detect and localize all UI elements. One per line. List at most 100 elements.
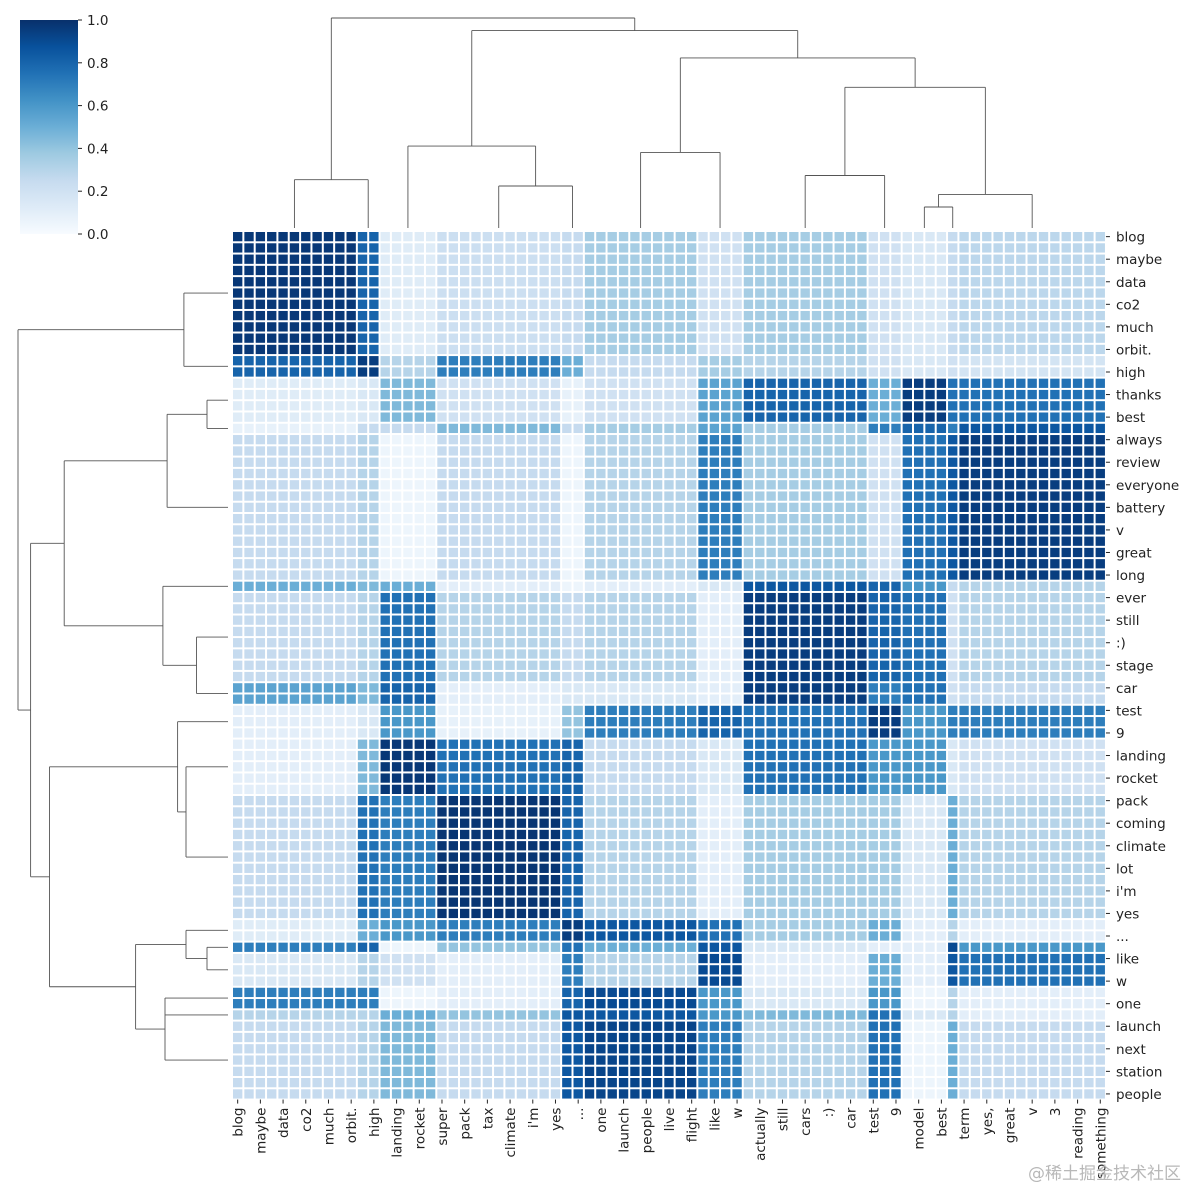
heatmap-cell bbox=[437, 908, 447, 919]
heatmap-cell bbox=[1095, 626, 1105, 637]
heatmap-cell bbox=[959, 310, 969, 321]
heatmap-cell bbox=[721, 232, 731, 242]
heatmap-cell bbox=[902, 660, 912, 670]
heatmap-cell bbox=[550, 333, 561, 343]
heatmap-cell bbox=[233, 920, 243, 930]
heatmap-cell bbox=[1027, 897, 1037, 907]
heatmap-cell bbox=[323, 908, 334, 919]
heatmap-cell bbox=[652, 626, 663, 637]
heatmap-cell bbox=[403, 886, 413, 896]
heatmap-cell bbox=[1038, 818, 1049, 828]
heatmap-cell bbox=[346, 852, 356, 862]
heatmap-cell bbox=[800, 796, 810, 806]
heatmap-cell bbox=[573, 491, 583, 501]
heatmap-cell bbox=[1050, 739, 1060, 749]
heatmap-cell bbox=[709, 592, 720, 603]
heatmap-cell bbox=[369, 344, 379, 355]
heatmap-cell bbox=[743, 581, 754, 591]
heatmap-cell bbox=[1061, 796, 1071, 806]
heatmap-cell bbox=[255, 920, 266, 930]
heatmap-cell bbox=[709, 931, 720, 941]
heatmap-cell bbox=[278, 525, 288, 535]
heatmap-cell bbox=[550, 818, 561, 828]
heatmap-cell bbox=[823, 265, 833, 276]
heatmap-cell bbox=[471, 344, 481, 355]
heatmap-cell bbox=[528, 401, 538, 411]
heatmap-cell bbox=[369, 559, 379, 569]
heatmap-cell bbox=[1061, 344, 1071, 355]
heatmap-cell bbox=[698, 446, 708, 456]
heatmap-cell bbox=[868, 863, 878, 873]
heatmap-cell bbox=[902, 705, 912, 716]
heatmap-cell bbox=[641, 468, 651, 479]
heatmap-cell bbox=[255, 547, 266, 558]
heatmap-cell bbox=[607, 852, 617, 862]
heatmap-cell bbox=[335, 468, 345, 479]
heatmap-cell bbox=[414, 762, 424, 772]
heatmap-cell bbox=[800, 604, 810, 614]
heatmap-cell bbox=[482, 389, 493, 400]
heatmap-cell bbox=[789, 920, 799, 930]
heatmap-cell bbox=[925, 660, 935, 670]
heatmap-cell bbox=[562, 367, 572, 377]
heatmap-cell bbox=[766, 254, 776, 264]
heatmap-cell bbox=[233, 852, 243, 862]
heatmap-cell bbox=[891, 717, 901, 727]
heatmap-cell bbox=[403, 694, 413, 704]
heatmap-cell bbox=[914, 807, 924, 817]
heatmap-cell bbox=[823, 694, 833, 704]
heatmap-cell bbox=[539, 525, 549, 535]
heatmap-cell bbox=[766, 592, 776, 603]
heatmap-cell bbox=[1084, 920, 1094, 930]
heatmap-cell bbox=[346, 356, 356, 366]
heatmap-cell bbox=[380, 874, 390, 885]
heatmap-cell bbox=[993, 660, 1003, 670]
heatmap-cell bbox=[403, 378, 413, 388]
heatmap-cell bbox=[516, 333, 527, 343]
heatmap-cell bbox=[494, 739, 504, 749]
heatmap-cell bbox=[391, 626, 402, 637]
heatmap-cell bbox=[743, 717, 754, 727]
heatmap-cell bbox=[902, 784, 912, 794]
heatmap-cell bbox=[811, 942, 822, 952]
heatmap-cell bbox=[936, 299, 947, 309]
heatmap-cell bbox=[505, 536, 515, 546]
heatmap-cell bbox=[1084, 581, 1094, 591]
heatmap-cell bbox=[482, 277, 493, 287]
heatmap-cell bbox=[652, 536, 663, 546]
heatmap-cell bbox=[732, 841, 742, 851]
heatmap-cell bbox=[709, 243, 720, 253]
heatmap-cell bbox=[675, 852, 685, 862]
heatmap-cell bbox=[346, 705, 356, 716]
heatmap-cell bbox=[959, 852, 969, 862]
heatmap-cell bbox=[494, 299, 504, 309]
heatmap-cell bbox=[278, 322, 288, 332]
heatmap-cell bbox=[346, 863, 356, 873]
heatmap-cell bbox=[323, 717, 334, 727]
heatmap-cell bbox=[845, 660, 856, 670]
heatmap-cell bbox=[380, 717, 390, 727]
heatmap-cell bbox=[380, 468, 390, 479]
heatmap-cell bbox=[1050, 705, 1060, 716]
heatmap-cell bbox=[1072, 852, 1083, 862]
heatmap-cell bbox=[743, 942, 754, 952]
heatmap-cell bbox=[664, 412, 674, 422]
heatmap-cell bbox=[959, 344, 969, 355]
heatmap-cell bbox=[925, 750, 935, 761]
heatmap-cell bbox=[482, 739, 493, 749]
heatmap-cell bbox=[709, 886, 720, 896]
heatmap-cell bbox=[357, 547, 368, 558]
heatmap-cell bbox=[982, 570, 992, 580]
heatmap-cell bbox=[891, 784, 901, 794]
heatmap-cell bbox=[777, 886, 788, 896]
heatmap-cell bbox=[641, 299, 651, 309]
heatmap-cell bbox=[1004, 728, 1015, 738]
heatmap-cell bbox=[687, 920, 697, 930]
heatmap-cell bbox=[1095, 660, 1105, 670]
heatmap-cell bbox=[811, 660, 822, 670]
heatmap-cell bbox=[278, 423, 288, 434]
heatmap-cell bbox=[834, 841, 844, 851]
heatmap-cell bbox=[698, 232, 708, 242]
heatmap-cell bbox=[970, 299, 981, 309]
heatmap-cell bbox=[596, 818, 606, 828]
